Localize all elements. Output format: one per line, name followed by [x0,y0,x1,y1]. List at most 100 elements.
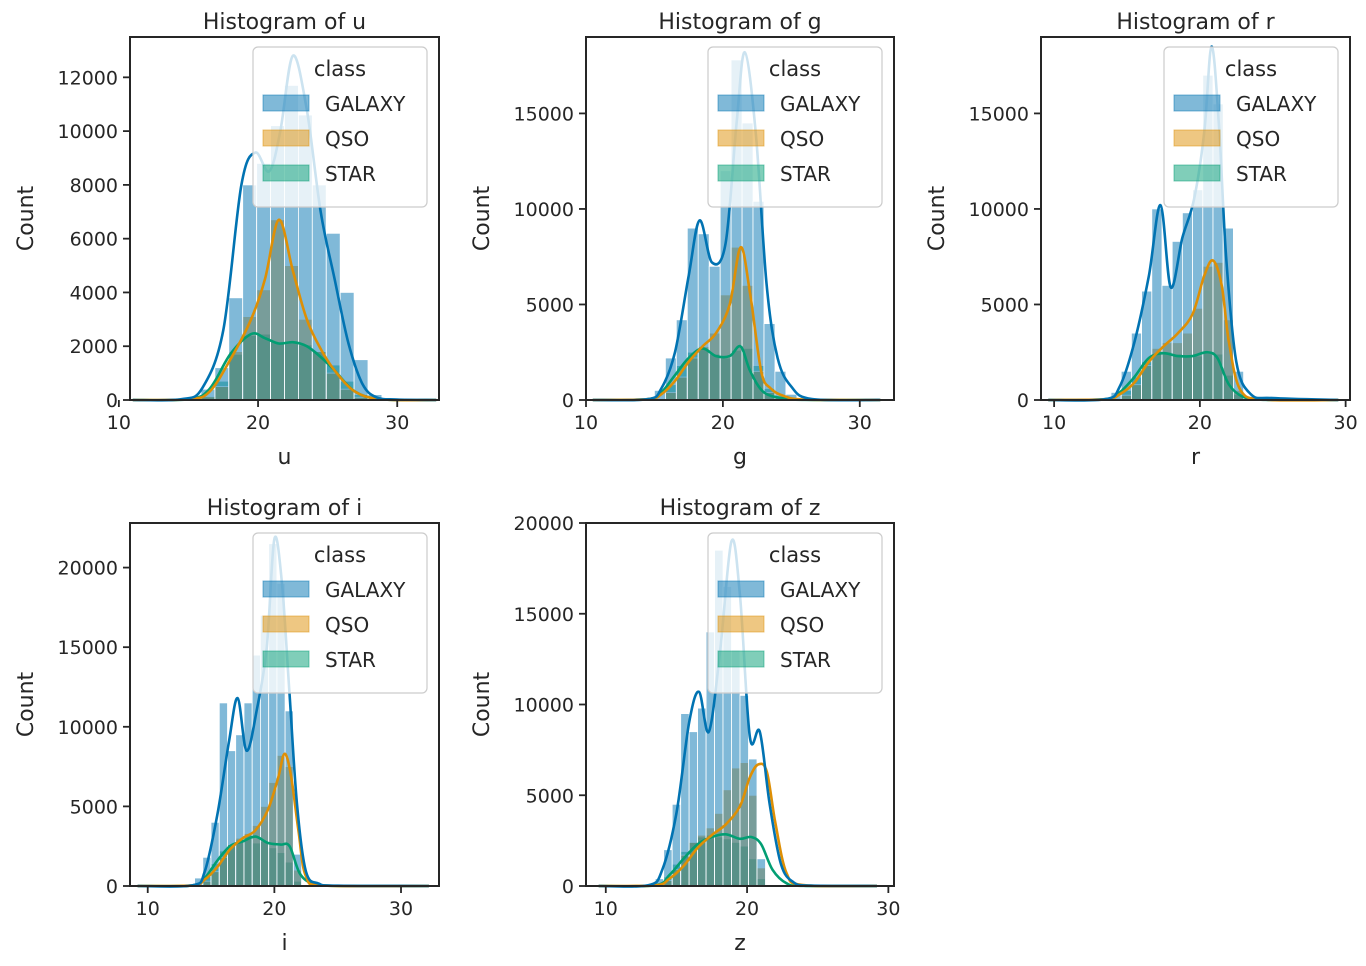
subplot-z: 10 20 30 0 5000 10000 15000 20000 Histogram of z… [470,496,900,956]
x-tick-label: 20 [1188,412,1212,434]
y-tick-label: 5000 [526,785,574,807]
legend-label-star: STAR [780,648,831,672]
y-tick-label: 6000 [70,229,118,251]
subplot-title: Histogram of z [660,496,821,521]
bar-galaxy [697,707,707,887]
legend-label-galaxy: GALAXY [325,92,406,116]
legend-label-galaxy: GALAXY [780,578,861,602]
y-tick-label: 15000 [58,637,118,659]
legend-swatch-qso [262,615,310,633]
y-axis-label: Count [470,671,495,737]
y-tick-label: 5000 [70,796,118,818]
legend-swatch-star [717,164,765,182]
legend-title: class [314,543,366,567]
y-tick-label: 15000 [514,604,574,626]
bar-galaxy [235,734,245,887]
legend-label-star: STAR [325,162,376,186]
y-tick-label: 8000 [70,175,118,197]
y-tick-label: 12000 [58,67,118,89]
legend-swatch-qso [262,129,310,147]
subplot-r: 10 20 30 0 5000 10000 15000 Histogram of r r Coun… [925,10,1358,470]
axes-frame [129,36,440,401]
x-axis-label: u [278,445,292,470]
legend-title: class [769,57,821,81]
legend-label-galaxy: GALAXY [325,578,406,602]
y-axis-label: Count [14,671,39,737]
bar-galaxy [697,233,710,401]
y-tick-label: 4000 [70,282,118,304]
x-axis-label: i [281,931,287,956]
kde-line-star [598,832,878,888]
y-tick-label: 15000 [969,103,1029,125]
kde-line-qso [137,752,429,888]
subplot-title: Histogram of u [203,10,366,35]
x-tick-label: 20 [262,898,286,920]
x-tick-label: 20 [735,898,759,920]
legend-label-qso: QSO [1236,127,1280,151]
subplot-g: 10 20 30 0 5000 10000 15000 Histogram of g g Coun… [470,10,895,470]
bar-galaxy [243,702,253,887]
axes-frame [585,36,895,401]
y-tick-label: 2000 [70,336,118,358]
legend-swatch-galaxy [262,94,310,112]
legend-swatch-star [1173,164,1221,182]
y-axis-label: Count [14,185,39,251]
y-tick-label: 5000 [981,294,1029,316]
kde-line-qso [598,762,878,888]
legend-swatch-star [717,650,765,668]
kde-line-qso [592,245,881,402]
x-tick-label: 10 [136,898,160,920]
subplot-title: Histogram of g [658,10,821,35]
legend-label-star: STAR [1236,162,1287,186]
legend-label-qso: QSO [780,127,824,151]
legend-swatch-qso [717,615,765,633]
subplot-i: 10 20 30 0 5000 10000 15000 20000 Histogram of i… [14,496,440,956]
x-axis-label: z [734,931,746,956]
legend-title: class [314,57,366,81]
x-tick-label: 20 [246,412,270,434]
y-tick-label: 10000 [58,121,118,143]
y-axis-label: Count [470,185,495,251]
legend-label-qso: QSO [325,127,369,151]
legend: class GALAXY QSO STAR [707,46,883,208]
subplot-title: Histogram of i [207,496,362,521]
x-tick-label: 10 [574,412,598,434]
kde-line-star [1048,350,1339,402]
legend-swatch-qso [717,129,765,147]
y-tick-label: 0 [106,876,118,898]
x-tick-label: 30 [385,412,409,434]
y-tick-label: 20000 [58,558,118,580]
legend-swatch-star [262,164,310,182]
kde-line-star [592,344,881,402]
subplot-title: Histogram of r [1116,10,1275,35]
y-tick-label: 5000 [526,294,574,316]
x-tick-label: 30 [1334,412,1358,434]
x-axis-label: g [733,445,747,470]
y-tick-label: 10000 [514,695,574,717]
x-axis-label: r [1191,445,1201,470]
legend-title: class [769,543,821,567]
bar-galaxy [688,731,698,887]
y-tick-label: 10000 [58,717,118,739]
bar-galaxy [242,184,257,401]
bar-galaxy [1182,212,1194,401]
subplot-u: 10 20 30 0 2000 4000 6000 8000 10000 12000 Histogr… [14,10,440,470]
legend-swatch-star [262,650,310,668]
legend-swatch-galaxy [262,580,310,598]
y-tick-label: 10000 [969,199,1029,221]
axes-frame [129,522,440,887]
y-tick-label: 20000 [514,513,574,535]
x-tick-label: 10 [1042,412,1066,434]
legend-swatch-galaxy [717,94,765,112]
y-tick-label: 0 [1017,390,1029,412]
legend-swatch-qso [1173,129,1221,147]
legend-label-star: STAR [780,162,831,186]
legend: class GALAXY QSO STAR [252,532,428,694]
y-tick-label: 10000 [514,199,574,221]
legend-title: class [1225,57,1277,81]
legend-label-galaxy: GALAXY [1236,92,1317,116]
histogram-bars [654,549,766,887]
legend-label-qso: QSO [780,613,824,637]
y-tick-label: 0 [562,876,574,898]
